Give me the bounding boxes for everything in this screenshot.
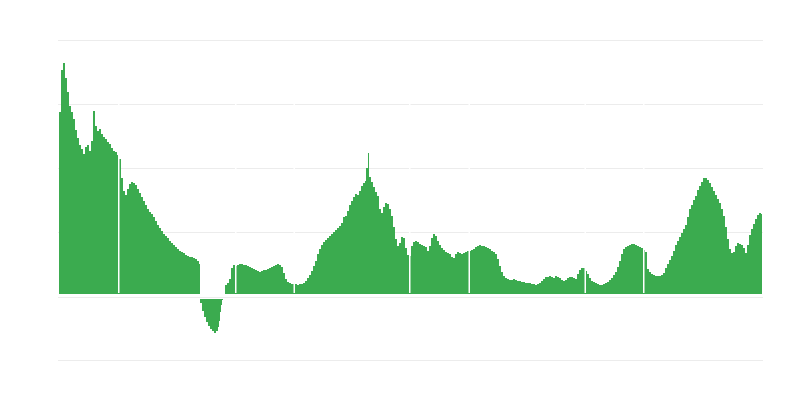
area-negative-dip (200, 299, 224, 333)
area-positive (59, 63, 762, 294)
separators-group (117, 41, 645, 293)
